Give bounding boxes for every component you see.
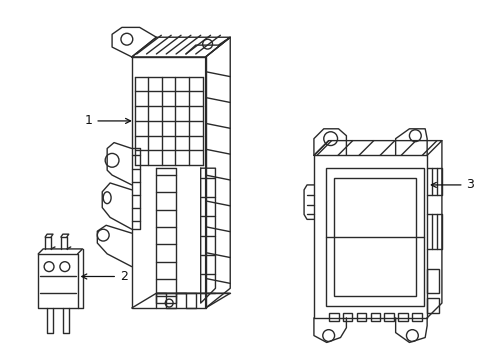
Bar	[385, 313, 394, 321]
Text: 2: 2	[82, 270, 128, 283]
Bar	[413, 313, 422, 321]
Bar	[357, 313, 367, 321]
Text: 3: 3	[431, 179, 474, 192]
Bar	[427, 298, 439, 313]
Text: 1: 1	[84, 114, 130, 127]
Bar	[343, 313, 352, 321]
Bar	[326, 168, 424, 306]
Bar	[370, 313, 380, 321]
Bar	[427, 269, 439, 293]
Bar	[334, 178, 416, 296]
Bar	[329, 313, 339, 321]
Bar	[398, 313, 408, 321]
